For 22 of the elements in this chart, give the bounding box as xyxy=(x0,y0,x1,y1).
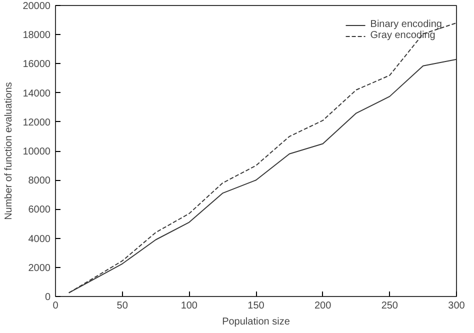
y-tick-label: 6000 xyxy=(28,204,51,216)
x-tick-label: 200 xyxy=(314,300,332,312)
x-tick-label: 100 xyxy=(180,300,198,312)
legend-label: Gray encoding xyxy=(370,30,436,41)
x-tick-label: 0 xyxy=(52,300,59,312)
y-tick-label: 4000 xyxy=(28,234,51,245)
y-tick-label: 0 xyxy=(44,292,51,303)
y-tick-label: 12000 xyxy=(22,117,51,128)
y-tick-label: 2000 xyxy=(28,262,51,274)
y-tick-label: 14000 xyxy=(22,88,51,100)
y-tick-label: 16000 xyxy=(22,59,51,70)
y-tick-label: 8000 xyxy=(28,176,51,187)
x-axis-title: Population size xyxy=(222,316,290,328)
legend-label: Binary encoding xyxy=(370,19,442,30)
y-tick-label: 18000 xyxy=(22,30,51,42)
y-axis-title: Number of function evaluations xyxy=(4,82,15,220)
y-tick-label: 10000 xyxy=(22,146,51,158)
y-tick-label: 20000 xyxy=(22,1,51,12)
x-tick-label: 50 xyxy=(116,300,128,312)
x-tick-label: 300 xyxy=(448,300,466,312)
x-tick-label: 150 xyxy=(248,300,265,312)
x-tick-label: 250 xyxy=(381,300,398,312)
